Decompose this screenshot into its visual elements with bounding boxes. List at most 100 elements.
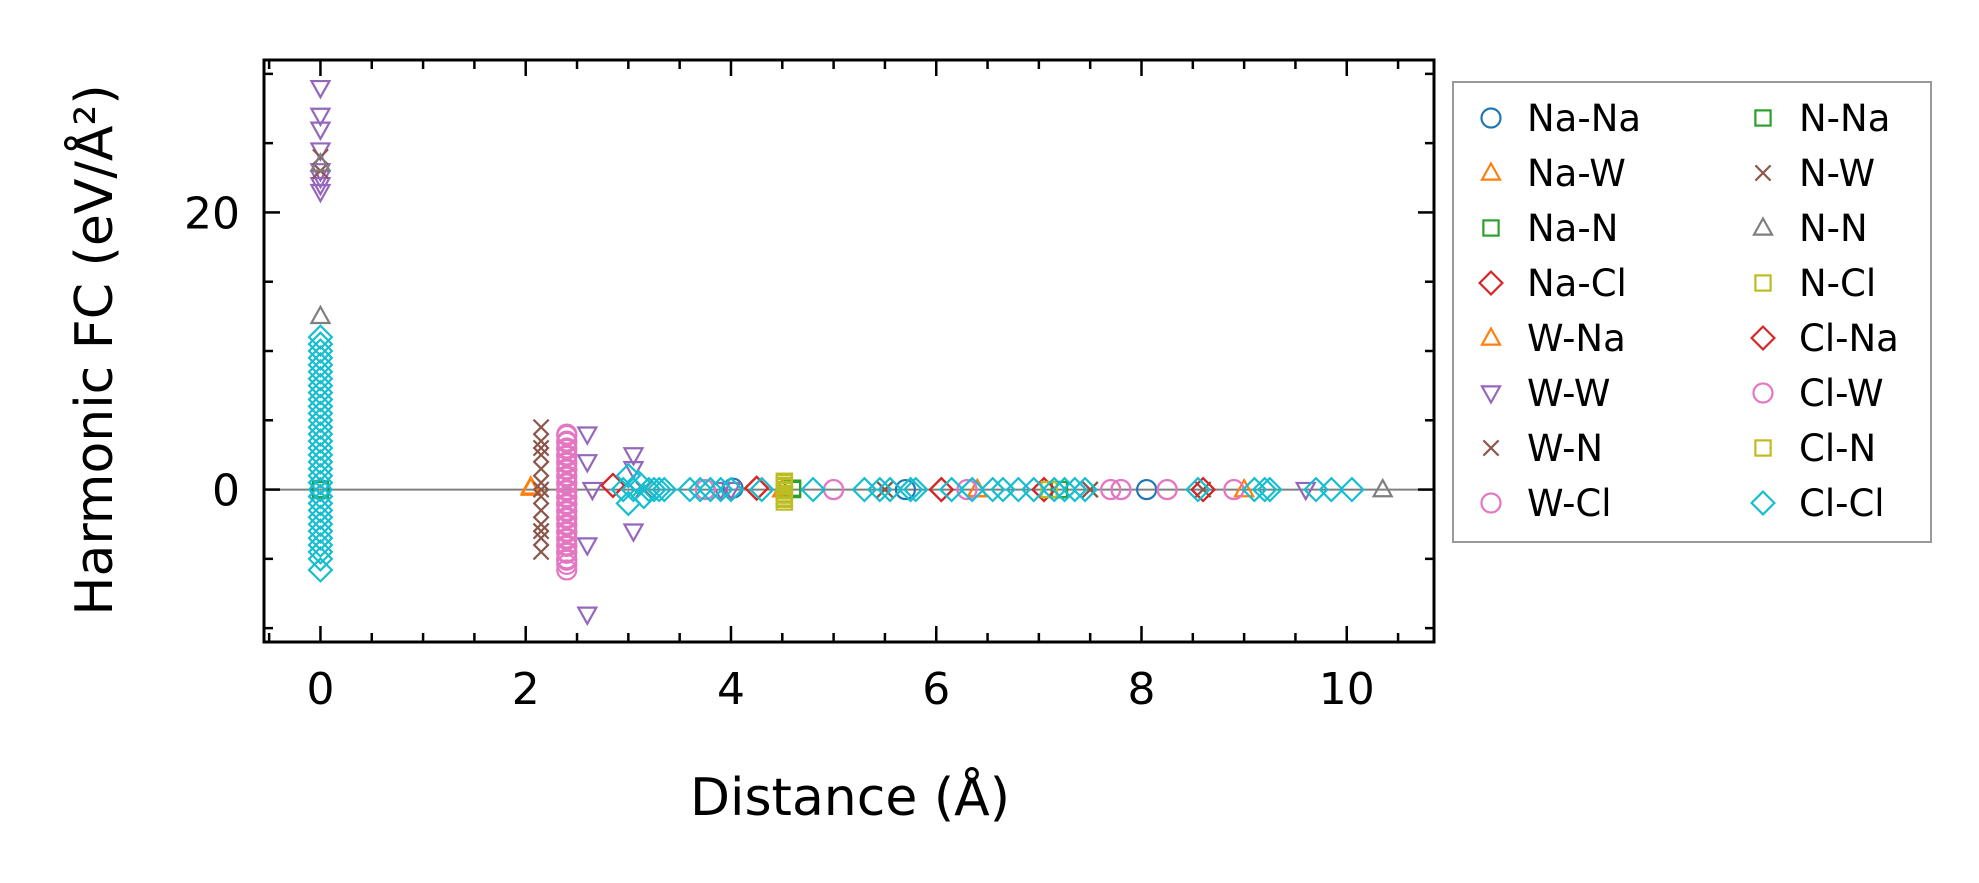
data-point <box>1233 477 1256 498</box>
data-point <box>556 528 578 551</box>
data-point <box>646 476 673 503</box>
data-point <box>307 556 334 583</box>
legend-marker <box>1480 107 1502 129</box>
legend-marker <box>1480 326 1502 346</box>
data-point <box>694 478 716 501</box>
data-point <box>576 606 599 627</box>
legend-item: W-Cl <box>1480 482 1612 525</box>
data-point <box>556 508 578 530</box>
legend-frame <box>1452 81 1932 543</box>
data-point <box>309 163 332 183</box>
legend-item: Cl-Na <box>1750 317 1899 360</box>
data-point <box>707 476 734 503</box>
data-point <box>556 553 578 576</box>
data-point <box>307 372 334 399</box>
data-point <box>532 446 550 464</box>
legend-marker <box>1754 164 1772 182</box>
data-point <box>1031 476 1057 503</box>
data-point <box>307 400 334 427</box>
data-point <box>1190 476 1217 503</box>
data-point <box>979 476 1006 503</box>
legend-item: Cl-N <box>1754 427 1876 470</box>
legend-label: Cl-N <box>1799 427 1876 470</box>
data-point <box>309 304 332 325</box>
data-point <box>1294 481 1317 502</box>
data-point <box>1156 478 1178 501</box>
legend-marker <box>1752 216 1774 236</box>
data-point <box>307 393 334 420</box>
legend-label: Na-Na <box>1527 97 1641 140</box>
data-point <box>307 525 334 552</box>
series-cl-na <box>599 472 1217 503</box>
data-point <box>556 542 578 564</box>
data-point <box>307 504 334 531</box>
data-point <box>556 438 578 460</box>
legend-label: Cl-Na <box>1799 317 1899 360</box>
data-point <box>307 532 334 558</box>
data-point <box>576 454 599 474</box>
data-point <box>1371 477 1394 498</box>
legend-marker <box>1752 382 1774 404</box>
legend-label: Na-N <box>1527 207 1618 250</box>
data-point <box>532 474 550 492</box>
data-point <box>1184 476 1211 503</box>
data-point <box>651 476 678 503</box>
x-axis-label: Distance (Å) <box>690 766 1010 828</box>
data-point <box>307 455 334 482</box>
legend-item: Na-N <box>1482 207 1618 250</box>
data-point <box>625 469 652 496</box>
data-point <box>309 183 332 204</box>
legend-item: N-N <box>1752 207 1868 250</box>
data-point <box>309 121 332 142</box>
data-point <box>622 447 645 467</box>
data-point <box>1072 476 1099 503</box>
data-point <box>307 545 334 572</box>
legend-item: Na-Cl <box>1478 262 1627 305</box>
data-point <box>532 481 550 498</box>
data-point <box>309 107 332 128</box>
data-point <box>581 481 604 502</box>
legend-item: W-N <box>1482 427 1603 470</box>
data-point <box>1318 476 1345 503</box>
data-point <box>309 176 332 197</box>
data-point <box>720 481 742 502</box>
data-point <box>307 476 334 503</box>
data-point <box>1256 476 1283 503</box>
legend-item: N-W <box>1754 152 1875 195</box>
legend-marker <box>1478 270 1504 296</box>
legend-marker <box>1754 109 1772 127</box>
data-point <box>307 469 334 496</box>
legend-item: Cl-Cl <box>1750 482 1885 525</box>
legend-marker <box>1480 385 1502 405</box>
legend-marker <box>1482 439 1500 457</box>
y-tick-label: 0 <box>212 466 240 517</box>
data-point <box>556 559 578 581</box>
data-point <box>897 476 924 503</box>
data-point <box>307 414 334 441</box>
data-point <box>307 421 334 448</box>
data-point <box>1110 478 1132 501</box>
data-point <box>1020 476 1047 503</box>
data-point <box>556 431 578 454</box>
legend-label: N-W <box>1799 152 1875 195</box>
data-point <box>556 459 578 481</box>
data-point <box>1100 478 1122 501</box>
data-point <box>556 501 578 523</box>
data-point <box>743 475 770 502</box>
data-point <box>307 448 334 475</box>
data-point <box>307 497 334 524</box>
legend-label: W-W <box>1527 372 1611 415</box>
series-w-cl <box>556 423 1245 581</box>
data-point <box>307 428 334 455</box>
legend-label: W-N <box>1527 427 1603 470</box>
data-point <box>1051 476 1078 503</box>
plot-markers <box>264 79 1434 627</box>
data-point <box>876 481 894 498</box>
legend: Na-Na Na-W Na-N Na-Cl W-Na W-W W-N W-Cl N-Na N-W N… <box>1452 81 1932 543</box>
data-point <box>307 344 334 371</box>
legend-item: W-W <box>1480 372 1611 415</box>
data-point <box>532 432 550 450</box>
legend-item: Na-W <box>1480 152 1626 195</box>
data-point <box>1251 476 1278 503</box>
legend-label: W-Cl <box>1527 482 1612 525</box>
